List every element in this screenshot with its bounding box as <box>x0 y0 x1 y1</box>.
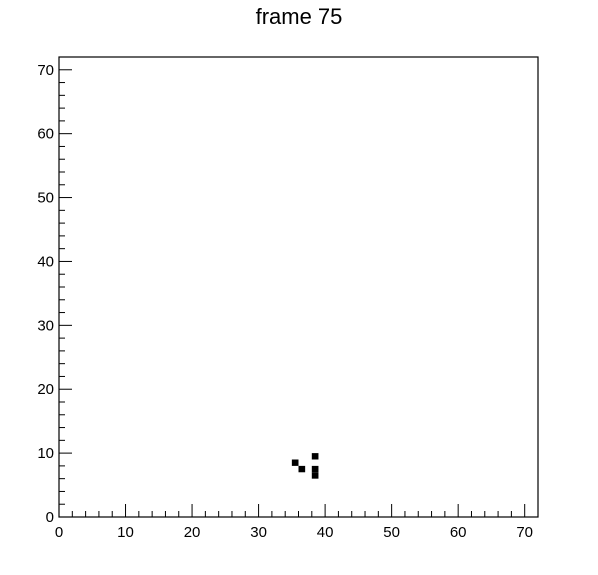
y-tick-label: 20 <box>37 381 54 398</box>
heatmap-cells <box>291 453 319 479</box>
plot-frame <box>58 56 539 518</box>
chart-title: frame 75 <box>255 4 343 29</box>
x-tick-label: 30 <box>250 524 267 541</box>
heatmap-cell <box>291 459 299 466</box>
x-tick-label: 10 <box>117 524 134 541</box>
x-tick-label: 50 <box>383 524 400 541</box>
y-tick-labels: 0 10 20 30 40 50 60 70 <box>37 62 54 526</box>
x-tick-label: 20 <box>184 524 201 541</box>
y-tick-label: 10 <box>37 445 54 462</box>
x-tick-label: 40 <box>317 524 334 541</box>
x-tick-labels: 0 10 20 30 40 50 60 70 <box>55 524 533 541</box>
heatmap-cell <box>311 472 319 479</box>
x-tick-label: 0 <box>55 524 63 541</box>
y-tick-label: 70 <box>37 62 54 79</box>
y-tick-label: 60 <box>37 126 54 143</box>
x-tick-label: 60 <box>450 524 467 541</box>
heatmap-cell <box>311 465 319 473</box>
y-tick-label: 40 <box>37 253 54 270</box>
axis-ticks <box>58 56 539 518</box>
y-tick-label: 50 <box>37 190 54 207</box>
heatmap-cell <box>311 453 319 460</box>
x-tick-label: 70 <box>516 524 533 541</box>
y-tick-label: 30 <box>37 317 54 334</box>
y-tick-label: 0 <box>46 509 54 526</box>
heatmap-cell <box>298 465 306 473</box>
